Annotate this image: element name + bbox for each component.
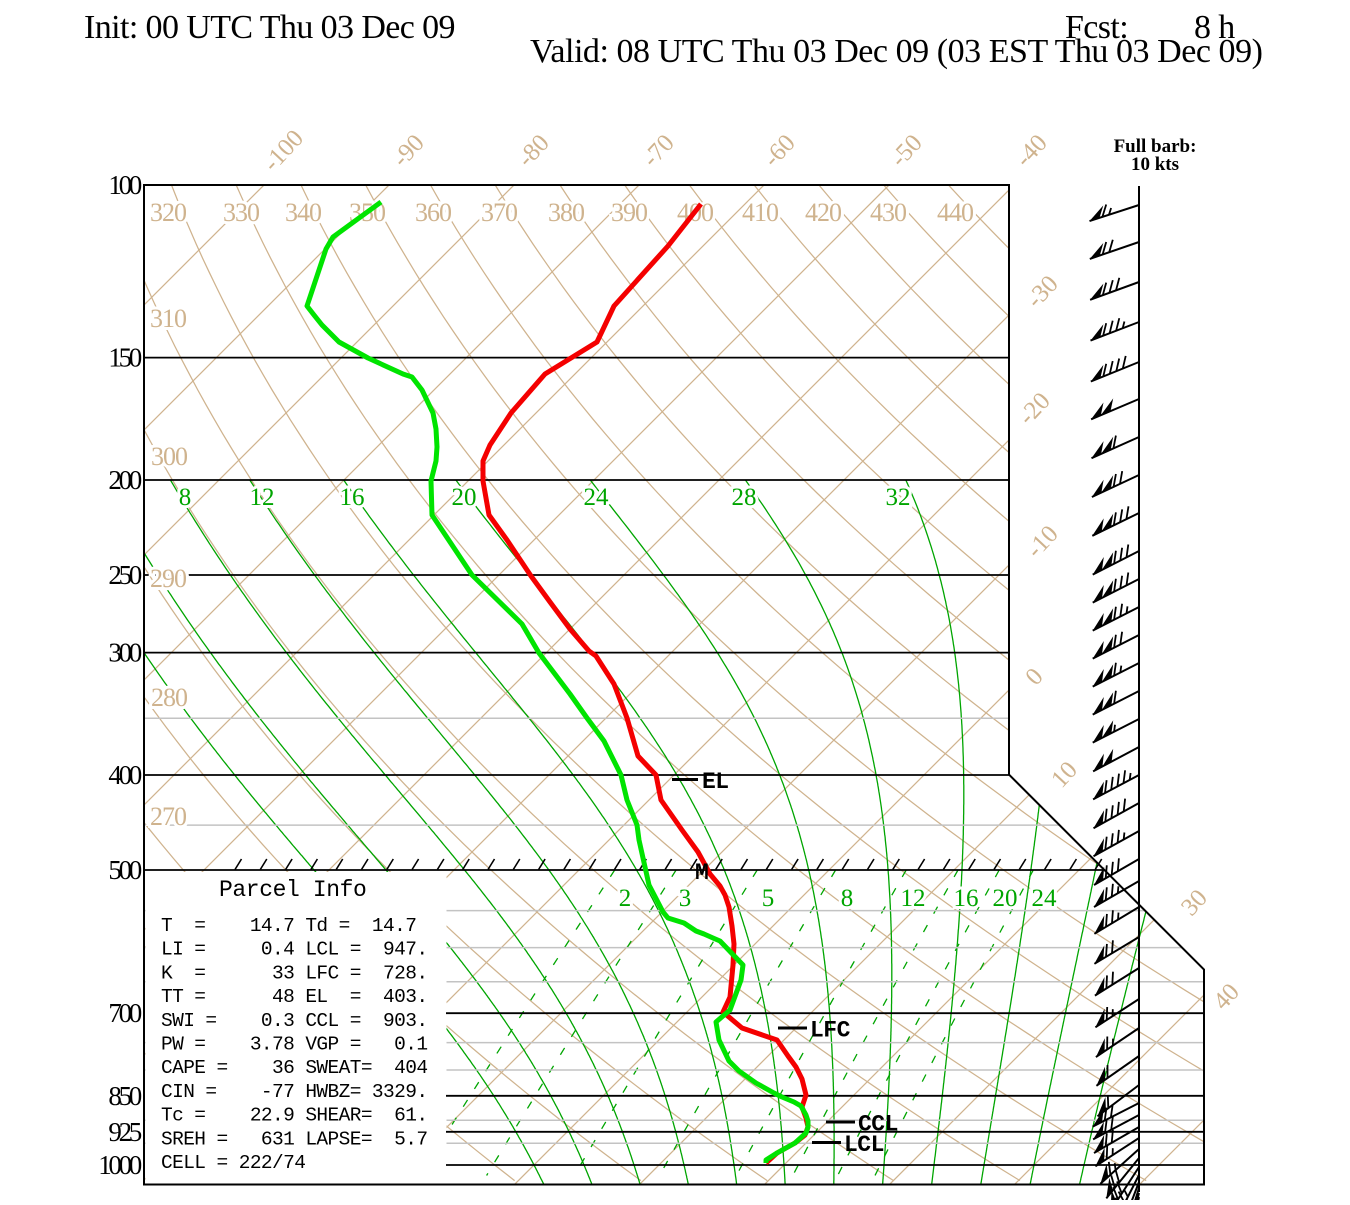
svg-text:Valid: 08 UTC Thu 03 Dec 09 (0: Valid: 08 UTC Thu 03 Dec 09 (03 EST Thu … [530, 33, 1262, 70]
svg-text:300: 300 [151, 442, 188, 471]
svg-text:280: 280 [151, 683, 188, 712]
svg-text:24: 24 [584, 484, 610, 511]
svg-text:250: 250 [108, 560, 141, 590]
svg-text:300: 300 [108, 638, 141, 668]
svg-text:150: 150 [108, 343, 141, 373]
svg-text:12: 12 [901, 885, 926, 912]
svg-text:20: 20 [452, 484, 477, 511]
svg-text:420: 420 [805, 198, 842, 227]
svg-text:Tc = 22.9 SHEAR= 61.: Tc = 22.9 SHEAR= 61. [161, 1105, 427, 1127]
svg-text:340: 340 [285, 198, 322, 227]
svg-text:LFC: LFC [810, 1018, 851, 1044]
svg-text:850: 850 [108, 1081, 141, 1111]
svg-text:CIN = -77 HWBZ= 3329.: CIN = -77 HWBZ= 3329. [161, 1081, 427, 1103]
svg-text:M: M [695, 860, 709, 886]
svg-text:T = 14.7 Td = 14.7: T = 14.7 Td = 14.7 [161, 915, 416, 937]
svg-text:32: 32 [886, 484, 911, 511]
svg-text:400: 400 [108, 760, 141, 790]
svg-text:2: 2 [619, 885, 632, 912]
svg-text:16: 16 [954, 885, 979, 912]
svg-text:K = 33 LFC = 728.: K = 33 LFC = 728. [161, 962, 427, 984]
svg-text:EL: EL [702, 769, 729, 795]
svg-text:290: 290 [150, 564, 187, 593]
svg-text:500: 500 [108, 855, 141, 885]
svg-text:360: 360 [415, 198, 452, 227]
svg-text:380: 380 [548, 198, 585, 227]
svg-text:SREH = 631 LAPSE= 5.7: SREH = 631 LAPSE= 5.7 [161, 1128, 427, 1150]
svg-text:1000: 1000 [98, 1150, 142, 1180]
svg-text:310: 310 [150, 304, 187, 333]
svg-text:925: 925 [108, 1117, 141, 1147]
svg-text:3: 3 [679, 885, 692, 912]
svg-text:Init: 00 UTC Thu 03 Dec 09: Init: 00 UTC Thu 03 Dec 09 [84, 9, 455, 46]
svg-text:8: 8 [179, 484, 192, 511]
svg-text:700: 700 [108, 998, 141, 1028]
svg-text:20: 20 [993, 885, 1018, 912]
svg-text:Parcel Info: Parcel Info [219, 877, 366, 903]
svg-text:270: 270 [150, 802, 187, 831]
svg-text:5: 5 [762, 885, 775, 912]
svg-text:16: 16 [340, 484, 365, 511]
svg-text:TT = 48 EL = 403.: TT = 48 EL = 403. [161, 986, 427, 1008]
svg-text:370: 370 [481, 198, 518, 227]
svg-text:390: 390 [611, 198, 648, 227]
svg-text:330: 330 [223, 198, 260, 227]
svg-text:LCL: LCL [844, 1132, 884, 1158]
svg-text:SWI = 0.3 CCL = 903.: SWI = 0.3 CCL = 903. [161, 1010, 427, 1032]
svg-text:8: 8 [841, 885, 854, 912]
svg-text:430: 430 [870, 198, 907, 227]
svg-text:100: 100 [108, 170, 141, 200]
svg-text:LI = 0.4 LCL = 947.: LI = 0.4 LCL = 947. [161, 939, 427, 961]
svg-text:410: 410 [742, 198, 779, 227]
svg-text:CELL = 222/74: CELL = 222/74 [161, 1152, 305, 1174]
svg-text:320: 320 [150, 198, 187, 227]
svg-text:10 kts: 10 kts [1131, 154, 1179, 175]
svg-text:CAPE = 36 SWEAT= 404: CAPE = 36 SWEAT= 404 [161, 1057, 427, 1079]
svg-text:12: 12 [250, 484, 275, 511]
svg-text:24: 24 [1032, 885, 1058, 912]
svg-text:200: 200 [108, 465, 141, 495]
svg-text:28: 28 [732, 484, 757, 511]
svg-text:440: 440 [937, 198, 974, 227]
svg-text:PW = 3.78 VGP = 0.1: PW = 3.78 VGP = 0.1 [161, 1034, 427, 1056]
